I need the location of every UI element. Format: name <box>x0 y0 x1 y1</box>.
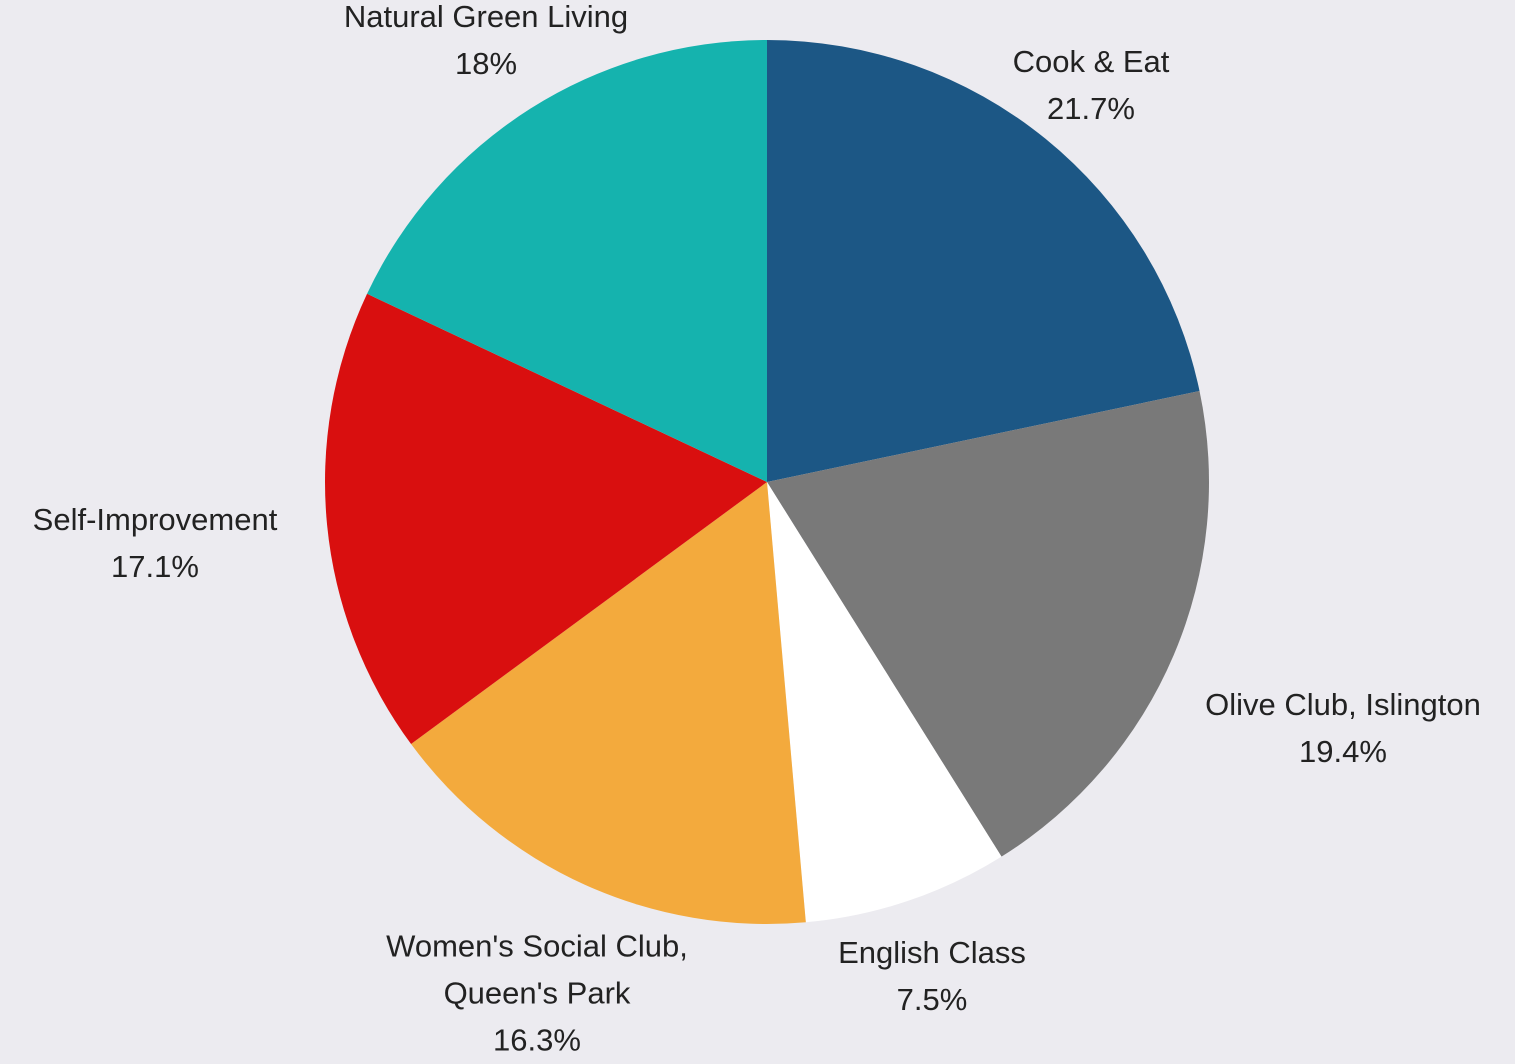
slice-label: Natural Green Living 18% <box>344 0 628 87</box>
pie-slice <box>767 40 1200 482</box>
slice-label: Self-Improvement 17.1% <box>33 496 278 590</box>
value-label: 16.3% <box>493 1022 581 1058</box>
pie-slice <box>325 293 767 745</box>
pie-slice <box>767 391 1209 857</box>
pie-slice <box>411 482 806 924</box>
pie-slice <box>767 482 1002 923</box>
category-label: English Class <box>838 935 1026 970</box>
category-label: Self-Improvement <box>32 502 278 537</box>
slice-label: Olive Club, Islington 19.4% <box>1205 681 1481 775</box>
value-label: 17.1% <box>111 549 199 584</box>
value-label: 19.4% <box>1299 734 1387 769</box>
slice-label: Cook & Eat 21.7% <box>1013 38 1170 132</box>
pie-slice <box>367 40 767 482</box>
category-label: Olive Club, Islington <box>1205 687 1481 722</box>
category-label: Women's Social Club, Queen's Park <box>386 928 688 1011</box>
value-label: 21.7% <box>1047 91 1135 126</box>
value-label: 7.5% <box>896 982 968 1017</box>
category-label: Cook & Eat <box>1012 44 1170 79</box>
slice-label: Women's Social Club, Queen's Park 16.3% <box>372 923 702 1064</box>
slice-label: English Class 7.5% <box>838 929 1026 1023</box>
category-label: Natural Green Living <box>343 0 629 34</box>
value-label: 18% <box>454 46 518 81</box>
